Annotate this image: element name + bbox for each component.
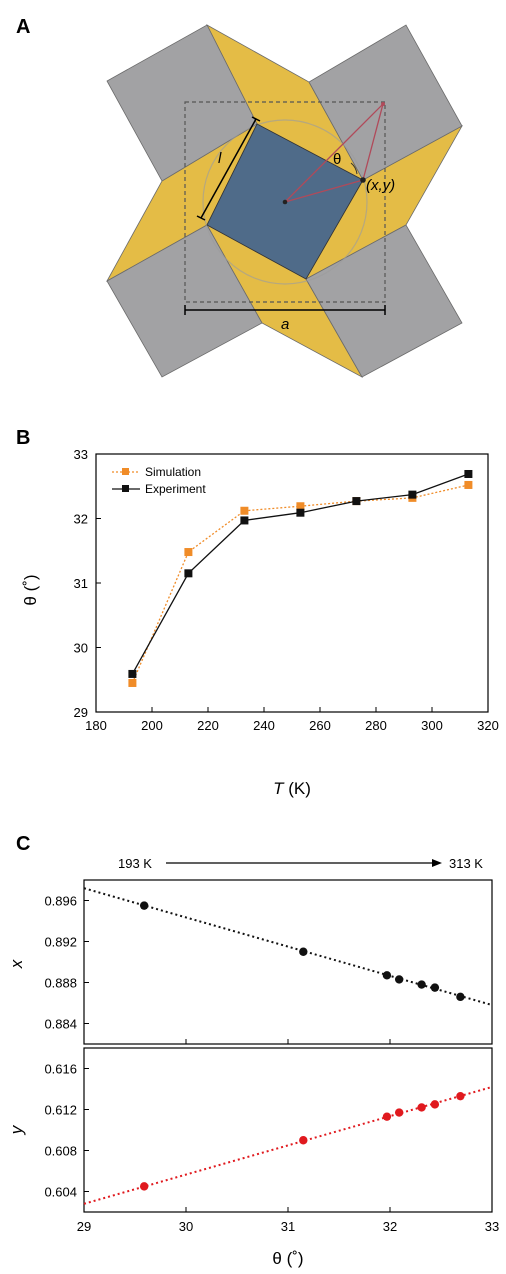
x-tick-label: 32 <box>383 1219 397 1234</box>
y-data-point <box>430 1100 440 1109</box>
x-subplot-data <box>83 887 493 1007</box>
data-point-simulation <box>184 548 193 557</box>
panel-c-chart: C 193 K 313 K 0.884 0.888 0.892 0.896 x 0.6… <box>7 833 499 1268</box>
x-tick-label: 30 <box>179 1219 193 1234</box>
x-tick-label: 180 <box>85 718 107 733</box>
fit-line <box>83 887 493 1007</box>
y-tick-label: 0.892 <box>44 935 77 950</box>
label-l: l <box>218 150 222 167</box>
length-a-marker <box>184 305 386 315</box>
x-tick-label: 280 <box>365 718 387 733</box>
x-data-point <box>139 901 149 910</box>
label-theta: θ <box>333 151 341 168</box>
y-tick-label: 31 <box>74 576 88 591</box>
x-subplot-ticks: 0.884 0.888 0.892 0.896 <box>44 894 493 1044</box>
y-tick-label: 33 <box>74 447 88 462</box>
y-data-point <box>417 1103 426 1112</box>
square-bottom-right <box>305 224 463 378</box>
data-point-experiment <box>352 497 361 506</box>
legend-marker-simulation <box>122 468 129 475</box>
y-data-point <box>394 1108 404 1117</box>
y-tick-label: 30 <box>74 641 88 656</box>
x-axis-title-var: T <box>273 779 285 798</box>
panel-c-letter: C <box>16 833 30 855</box>
y-tick-label: 0.608 <box>44 1144 77 1159</box>
data-point-experiment <box>408 490 417 499</box>
x-data-point <box>430 983 440 992</box>
fit-line <box>83 1085 493 1205</box>
y-subplot-ylabel: y <box>7 1124 26 1135</box>
x-tick-label: 33 <box>485 1219 499 1234</box>
y-tick-label: 32 <box>74 512 88 527</box>
x-data-point <box>394 975 404 984</box>
y-subplot-data <box>83 1085 493 1205</box>
x-tick-label: 31 <box>281 1219 295 1234</box>
square-bottom-left <box>106 224 263 378</box>
x-subplot-ylabel: x <box>7 959 26 969</box>
data-point-simulation <box>296 502 305 511</box>
data-point-simulation <box>240 506 249 515</box>
y-axis-title: θ (˚) <box>21 574 40 605</box>
x-tick-label: 200 <box>141 718 163 733</box>
temperature-arrow: 193 K 313 K <box>118 856 483 871</box>
y-data-point <box>382 1112 392 1121</box>
theta-construction <box>284 103 384 203</box>
panel-a-diagram: A l θ (x,y) a <box>16 16 464 379</box>
vertex-point <box>360 177 366 183</box>
panel-a-letter: A <box>16 16 30 38</box>
data-point-experiment <box>128 669 137 678</box>
y-tick-label: 0.896 <box>44 894 77 909</box>
center-point <box>282 199 288 205</box>
x-axis-title-unit: (K) <box>284 779 311 798</box>
label-a: a <box>281 316 289 333</box>
x-tick-label: 29 <box>77 1219 91 1234</box>
x-tick-label: 300 <box>421 718 443 733</box>
x-tick-label: 320 <box>477 718 499 733</box>
legend-simulation: Simulation <box>145 465 201 479</box>
panel-b-chart: B 180 200 220 240 260 280 300 320 29 30 31 32 33 Sim… <box>16 427 499 798</box>
y-subplot-ticks: 0.604 0.608 0.612 0.616 29 30 31 32 33 <box>44 1062 499 1235</box>
axis-ticks: 180 200 220 240 260 280 300 320 29 30 31 32 33 <box>74 447 499 733</box>
gray-squares <box>106 24 463 378</box>
x-tick-label: 220 <box>197 718 219 733</box>
corner-point <box>381 102 385 106</box>
annotation-313k: 313 K <box>449 856 483 871</box>
panel-b-letter: B <box>16 427 30 449</box>
square-top-right <box>308 24 463 181</box>
legend-experiment: Experiment <box>145 482 206 496</box>
x-data-point <box>299 947 308 956</box>
data-point-experiment <box>296 508 305 517</box>
x-tick-label: 260 <box>309 718 331 733</box>
square-top-left <box>106 24 258 182</box>
y-tick-label: 0.612 <box>44 1103 77 1118</box>
data-point-simulation <box>464 480 473 489</box>
legend: Simulation Experiment <box>112 465 206 496</box>
y-tick-label: 29 <box>74 705 88 720</box>
c-x-axis-title: θ (˚) <box>272 1249 303 1268</box>
y-data-point <box>299 1136 308 1145</box>
annotation-193k: 193 K <box>118 856 152 871</box>
y-tick-label: 0.604 <box>44 1185 77 1200</box>
label-xy: (x,y) <box>366 177 395 194</box>
x-tick-label: 240 <box>253 718 275 733</box>
data-point-simulation <box>128 678 137 687</box>
y-data-point <box>139 1182 149 1191</box>
legend-marker-experiment <box>122 485 129 492</box>
y-tick-label: 0.616 <box>44 1062 77 1077</box>
y-tick-label: 0.888 <box>44 976 77 991</box>
x-data-point <box>417 980 426 989</box>
guide-circle <box>202 119 368 285</box>
x-data-point <box>382 971 392 980</box>
data-point-experiment <box>464 469 473 478</box>
x-data-point <box>456 992 465 1002</box>
y-tick-label: 0.884 <box>44 1017 77 1032</box>
unit-cell-dashed <box>184 101 386 303</box>
x-axis-title: T (K) <box>273 779 311 798</box>
data-point-experiment <box>184 569 193 578</box>
data-series <box>128 469 473 687</box>
length-l-marker <box>196 116 261 221</box>
data-point-experiment <box>240 516 249 525</box>
y-data-point <box>456 1091 465 1101</box>
